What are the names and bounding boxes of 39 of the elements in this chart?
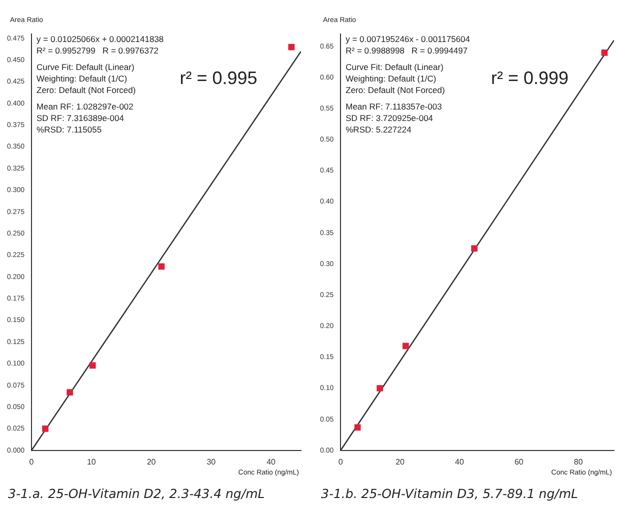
annotation: Zero: Default (Not Forced)	[36, 85, 136, 95]
x-tick-label: 30	[206, 457, 216, 466]
annotation: y = 0.01025066x + 0.0002141838	[36, 34, 164, 44]
annotation: SD RF: 3.720925e-004	[346, 113, 434, 123]
annotation: r² = 0.999	[490, 68, 569, 88]
annotation: SD RF: 7.316389e-004	[36, 113, 124, 123]
x-tick-label: 10	[86, 457, 96, 466]
annotation: %RSD: 5.227224	[346, 124, 412, 134]
annotation: Curve Fit: Default (Linear)	[346, 62, 444, 72]
x-tick-label: 40	[266, 457, 276, 466]
x-tick-label: 60	[514, 457, 524, 466]
annotation: R² = 0.9988998 R = 0.9994497	[346, 46, 468, 56]
x-tick-label: 80	[574, 457, 584, 466]
annotation: R² = 0.9952799 R = 0.9976372	[36, 46, 159, 56]
annotation: Mean RF: 1.028297e-002	[36, 102, 134, 112]
point	[601, 49, 608, 56]
annotation: Weighting: Default (1/C)	[36, 74, 128, 84]
annotation: r² = 0.995	[180, 68, 258, 88]
point	[89, 362, 96, 369]
x-tick-label: 20	[146, 457, 156, 466]
point	[66, 389, 74, 396]
annotation: Weighting: Default (1/C)	[346, 74, 436, 84]
point	[42, 426, 48, 432]
annotation: %RSD: 7.115055	[36, 124, 102, 134]
annotation: Zero: Default (Not Forced)	[346, 85, 445, 95]
x-tick-label: 40	[455, 457, 464, 466]
point	[376, 385, 384, 392]
point	[471, 245, 478, 252]
point	[402, 342, 409, 350]
annotation: Mean RF: 7.118357e-003	[346, 102, 442, 112]
annotation: y = 0.007195246x - 0.001175604	[346, 34, 470, 44]
point	[288, 44, 295, 50]
text: 3-1.b. 25-OH-Vitamin D3, 5.7-89.1 ng/mL	[321, 486, 579, 501]
point	[354, 424, 361, 431]
text: 3-1.a. 25-OH-Vitamin D2, 2.3-43.4 ng/mL	[8, 486, 266, 501]
x-tick-label: 0	[338, 457, 344, 466]
annotation: Curve Fit: Default (Linear)	[36, 62, 134, 72]
x-tick-label: 0	[29, 457, 34, 466]
x-tick-label: 20	[396, 457, 406, 466]
